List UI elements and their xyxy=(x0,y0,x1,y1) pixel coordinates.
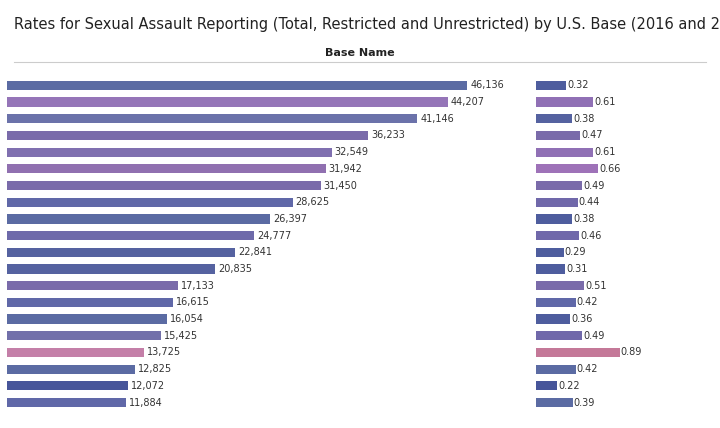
Bar xyxy=(7,214,270,223)
Bar xyxy=(7,281,178,290)
Text: Rates for Sexual Assault Reporting (Total, Restricted and Unrestricted) by U.S. : Rates for Sexual Assault Reporting (Tota… xyxy=(14,17,720,32)
Text: 12,825: 12,825 xyxy=(138,364,172,374)
Bar xyxy=(7,114,418,123)
Text: 20,835: 20,835 xyxy=(218,264,252,274)
Text: 31,450: 31,450 xyxy=(324,181,358,190)
Text: 0.89: 0.89 xyxy=(621,348,642,357)
Text: 0.22: 0.22 xyxy=(558,381,580,391)
Text: 31,942: 31,942 xyxy=(328,164,362,174)
Text: 16,615: 16,615 xyxy=(176,297,210,307)
Text: 0.39: 0.39 xyxy=(574,398,595,407)
Text: 41,146: 41,146 xyxy=(420,114,454,124)
Text: 12,072: 12,072 xyxy=(130,381,165,391)
Text: 17,133: 17,133 xyxy=(181,281,215,291)
Bar xyxy=(7,181,320,190)
Text: Base Name: Base Name xyxy=(325,48,395,58)
Bar xyxy=(7,315,167,324)
Bar xyxy=(536,348,620,357)
Bar xyxy=(7,265,215,273)
Bar xyxy=(536,281,584,290)
Bar xyxy=(7,131,369,140)
Bar xyxy=(7,198,292,207)
Bar xyxy=(536,148,593,157)
Bar xyxy=(536,81,567,90)
Bar xyxy=(536,365,576,374)
Text: 13,725: 13,725 xyxy=(147,348,181,357)
Bar xyxy=(7,248,235,257)
Bar xyxy=(536,248,564,257)
Text: 0.29: 0.29 xyxy=(564,247,586,257)
Text: 0.38: 0.38 xyxy=(573,214,594,224)
Text: 0.61: 0.61 xyxy=(595,97,616,107)
Text: 0.42: 0.42 xyxy=(577,364,598,374)
Bar xyxy=(536,398,573,407)
Bar xyxy=(7,298,173,307)
Text: 11,884: 11,884 xyxy=(129,398,163,407)
Bar xyxy=(536,164,598,173)
Text: 0.36: 0.36 xyxy=(571,314,593,324)
Bar xyxy=(536,98,593,107)
Text: 36,233: 36,233 xyxy=(372,131,405,140)
Text: 46,136: 46,136 xyxy=(470,80,504,90)
Text: 0.49: 0.49 xyxy=(583,181,605,190)
Text: 0.44: 0.44 xyxy=(579,197,600,207)
Text: 0.31: 0.31 xyxy=(567,264,588,274)
Bar xyxy=(7,81,467,90)
Bar xyxy=(7,398,126,407)
Bar xyxy=(536,181,582,190)
Text: 0.32: 0.32 xyxy=(567,80,589,90)
Text: 0.46: 0.46 xyxy=(580,231,602,241)
Bar xyxy=(7,98,448,107)
Text: 26,397: 26,397 xyxy=(274,214,307,224)
Text: 0.61: 0.61 xyxy=(595,147,616,157)
Text: 0.51: 0.51 xyxy=(585,281,606,291)
Bar xyxy=(536,331,582,340)
Bar xyxy=(536,298,576,307)
Bar xyxy=(536,114,572,123)
Bar xyxy=(536,214,572,223)
Bar xyxy=(7,381,127,390)
Bar xyxy=(7,148,332,157)
Bar xyxy=(536,198,577,207)
Text: 0.66: 0.66 xyxy=(599,164,621,174)
Text: 32,549: 32,549 xyxy=(335,147,369,157)
Bar xyxy=(536,131,580,140)
Text: 24,777: 24,777 xyxy=(257,231,292,241)
Bar xyxy=(7,331,161,340)
Text: 0.38: 0.38 xyxy=(573,114,594,124)
Text: 0.47: 0.47 xyxy=(581,131,603,140)
Bar xyxy=(7,231,254,240)
Bar xyxy=(7,348,144,357)
Bar xyxy=(536,381,557,390)
Text: 0.42: 0.42 xyxy=(577,297,598,307)
Text: 16,054: 16,054 xyxy=(170,314,204,324)
Text: 44,207: 44,207 xyxy=(451,97,485,107)
Bar xyxy=(536,265,565,273)
Text: 15,425: 15,425 xyxy=(164,331,198,341)
Bar xyxy=(7,365,135,374)
Text: 22,841: 22,841 xyxy=(238,247,272,257)
Bar xyxy=(7,164,325,173)
Text: 0.49: 0.49 xyxy=(583,331,605,341)
Bar xyxy=(536,315,570,324)
Bar xyxy=(536,231,580,240)
Text: 28,625: 28,625 xyxy=(295,197,330,207)
